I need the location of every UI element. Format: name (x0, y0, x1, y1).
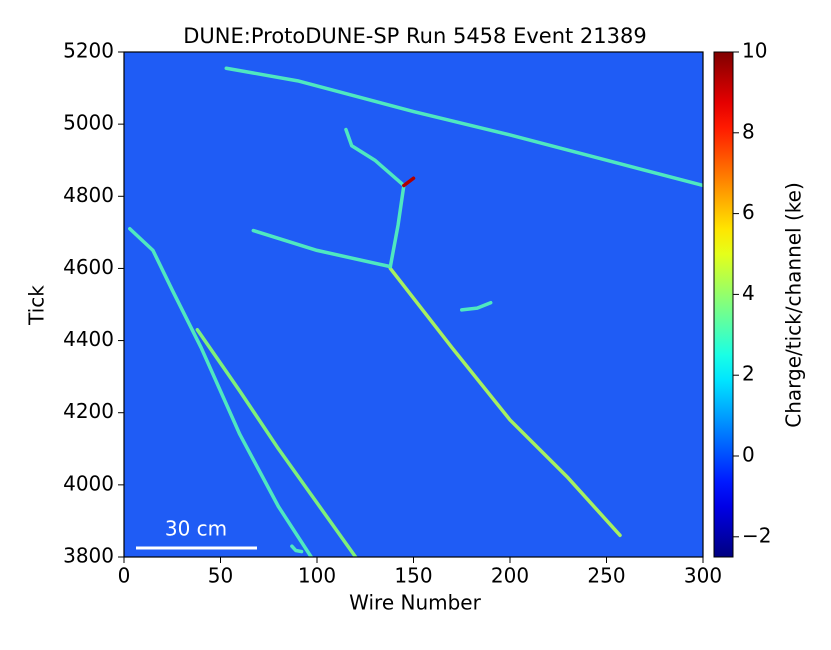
chart-title: DUNE:ProtoDUNE-SP Run 5458 Event 21389 (183, 24, 646, 48)
track (460, 300, 493, 312)
x-axis-label: Wire Number (349, 591, 481, 615)
x-tick-label: 0 (118, 564, 131, 588)
colorbar (713, 51, 734, 558)
track (344, 127, 406, 188)
colorbar-tick-label: 2 (742, 362, 755, 386)
y-tick-label: 4800 (63, 183, 114, 207)
track (290, 544, 304, 554)
y-tick-label: 4200 (63, 399, 114, 423)
track (195, 328, 358, 557)
y-tick-label: 5000 (63, 111, 114, 135)
y-tick-label: 4600 (63, 255, 114, 279)
x-tick-label: 150 (394, 564, 432, 588)
x-tick-label: 50 (208, 564, 233, 588)
track (128, 227, 313, 557)
x-tick-label: 300 (684, 564, 722, 588)
colorbar-tick-label: 4 (742, 281, 755, 305)
colorbar-tick-label: 10 (742, 39, 767, 63)
scale-bar-label: 30 cm (165, 517, 227, 541)
plot-background (124, 52, 703, 557)
colorbar-tick-label: 0 (742, 443, 755, 467)
colorbar-tick-label: 8 (742, 119, 755, 143)
y-tick-label: 4400 (63, 327, 114, 351)
y-tick-label: 3800 (63, 544, 114, 568)
x-tick-label: 200 (491, 564, 529, 588)
x-tick-label: 100 (298, 564, 336, 588)
colorbar-tick-label: 6 (742, 200, 755, 224)
track (224, 66, 703, 188)
track (388, 183, 406, 269)
track (402, 176, 416, 188)
track (388, 266, 622, 538)
y-tick-label: 4000 (63, 471, 114, 495)
y-tick-label: 5200 (63, 39, 114, 63)
x-tick-label: 250 (587, 564, 625, 588)
track (251, 228, 393, 269)
colorbar-label: Charge/tick/channel (ke) (782, 182, 806, 428)
y-axis-label: Tick (25, 285, 49, 326)
colorbar-tick-label: −2 (742, 523, 771, 547)
